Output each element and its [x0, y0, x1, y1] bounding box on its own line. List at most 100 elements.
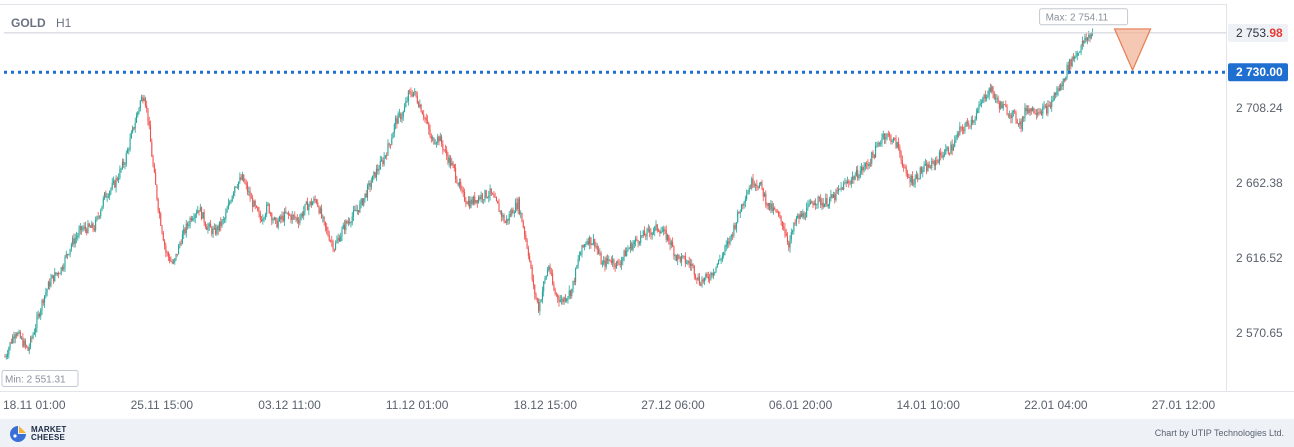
candle-body — [632, 244, 634, 250]
candle-body — [72, 238, 74, 245]
candle-body — [845, 182, 847, 184]
candle-body — [605, 258, 607, 267]
candle-body — [226, 208, 228, 213]
candle-body — [105, 192, 107, 198]
candle-body — [628, 248, 630, 249]
candle-body — [112, 180, 115, 183]
candle-body — [333, 249, 335, 251]
candle-body — [589, 237, 591, 245]
candle-body — [822, 202, 824, 208]
candle-body — [997, 97, 999, 104]
candle-body — [438, 136, 440, 142]
candle-body — [369, 183, 371, 187]
candle-body — [776, 211, 778, 213]
candle-body — [1028, 109, 1030, 113]
x-tick-label: 14.01 10:00 — [897, 398, 961, 412]
candle-body — [746, 194, 748, 200]
candle-body — [224, 218, 226, 220]
candle-body — [794, 223, 796, 224]
max-label-box — [1039, 8, 1129, 26]
candle-body — [963, 129, 965, 131]
candle-body — [832, 194, 834, 198]
candle-body — [437, 136, 439, 143]
candle-body — [126, 149, 129, 154]
candle-body — [1089, 35, 1091, 39]
candle-body — [906, 173, 909, 177]
candle-body — [1051, 100, 1053, 108]
candle-body — [391, 138, 393, 145]
candle-body — [355, 209, 357, 212]
candle-body — [429, 129, 431, 137]
candle-body — [181, 234, 183, 244]
candle-body — [73, 238, 75, 244]
candle-body — [474, 196, 476, 204]
candle-body — [1062, 78, 1064, 87]
x-tick-label: 22.01 04:00 — [1024, 398, 1088, 412]
candle-body — [298, 220, 300, 224]
candle-body — [836, 190, 838, 192]
candle-body — [441, 136, 443, 144]
price-chart[interactable]: Max: 2 754.11 Min: 2 551.31 2 753.98 2 730.… — [0, 0, 1294, 419]
candle-body — [873, 154, 875, 158]
candle-body — [1060, 84, 1062, 91]
candle-body — [213, 227, 215, 229]
candle-body — [835, 190, 837, 201]
candle-body — [1037, 112, 1039, 115]
candle-body — [538, 301, 540, 312]
candle-body — [521, 212, 523, 223]
candle-body — [698, 276, 700, 285]
candle-body — [124, 164, 126, 165]
candle-body — [608, 259, 610, 261]
candle-body — [198, 210, 200, 212]
candle-body — [95, 219, 97, 231]
candle-body — [564, 297, 566, 301]
level-price-badge — [1228, 63, 1288, 82]
candle-body — [942, 155, 944, 158]
timeframe-label[interactable]: H1 — [56, 16, 72, 30]
candle-body — [561, 299, 563, 301]
candle-body — [613, 259, 615, 266]
candle-body — [797, 215, 799, 218]
candle-body — [626, 250, 628, 257]
candle-body — [991, 86, 993, 92]
brand-line-1: MARKET — [31, 425, 67, 434]
candle-body — [206, 226, 208, 230]
candle-body — [691, 264, 693, 266]
candle-body — [402, 111, 404, 117]
candle-body — [467, 200, 469, 205]
candle-body — [120, 168, 122, 170]
x-tick-label: 11.12 01:00 — [386, 398, 449, 412]
candle-body — [79, 226, 81, 231]
candle-body — [543, 282, 545, 292]
candle-body — [709, 278, 711, 280]
candle-body — [460, 181, 462, 189]
candle-body — [693, 265, 695, 276]
candle-body — [935, 160, 937, 166]
candle-body — [217, 226, 219, 231]
candle-body — [352, 210, 355, 217]
candle-body — [993, 93, 995, 99]
candle-body — [798, 215, 800, 219]
candle-body — [834, 194, 836, 201]
candle-body — [100, 210, 102, 217]
candle-body — [540, 299, 542, 302]
candle-body — [649, 228, 651, 233]
candle-body — [208, 223, 210, 227]
candle-body — [821, 202, 823, 206]
candle-body — [983, 94, 985, 99]
candle-body — [581, 245, 583, 254]
candle-body — [171, 261, 173, 264]
candle-body — [38, 314, 41, 317]
candle-body — [887, 134, 889, 135]
candle-body — [1079, 51, 1081, 53]
candle-body — [666, 235, 669, 240]
candle-body — [933, 161, 935, 166]
candle-body — [604, 260, 606, 267]
x-axis-ticks: 18.11 01:00 25.11 15:00 03.12 11:00 11.12 0… — [3, 398, 1216, 412]
candle-body — [818, 196, 820, 199]
candle-body — [207, 226, 209, 230]
candle-body — [461, 188, 463, 191]
candle-body — [531, 267, 533, 280]
candle-body — [752, 178, 754, 185]
candle-body — [972, 119, 974, 123]
